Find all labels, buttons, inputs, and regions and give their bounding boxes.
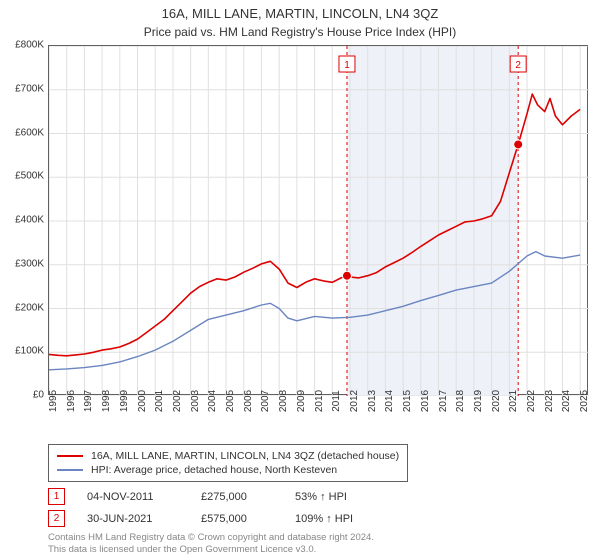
x-tick-label: 2025 (579, 390, 590, 412)
sale-badge-1: 1 (48, 488, 65, 505)
y-tick-label: £400K (15, 215, 44, 226)
chart-title-line2: Price paid vs. HM Land Registry's House … (0, 21, 600, 45)
x-tick-label: 2011 (331, 390, 342, 412)
legend-swatch-2 (57, 469, 83, 471)
sale-row-2: 2 30-JUN-2021 £575,000 109% ↑ HPI (48, 510, 353, 527)
plot-svg: 12 (49, 46, 589, 396)
x-tick-label: 2013 (367, 390, 378, 412)
x-tick-label: 2009 (296, 390, 307, 412)
x-tick-label: 2021 (508, 390, 519, 412)
sale-price-2: £575,000 (201, 513, 273, 525)
svg-text:2: 2 (515, 60, 521, 71)
chart-title-line1: 16A, MILL LANE, MARTIN, LINCOLN, LN4 3QZ (0, 0, 600, 21)
footer-line-1: Contains HM Land Registry data © Crown c… (48, 532, 374, 544)
x-tick-label: 2010 (314, 390, 325, 412)
x-tick-label: 1997 (83, 390, 94, 412)
x-tick-label: 2017 (438, 390, 449, 412)
legend-label-1: 16A, MILL LANE, MARTIN, LINCOLN, LN4 3QZ… (91, 450, 399, 462)
sale-delta-1: 53% ↑ HPI (295, 491, 347, 503)
legend: 16A, MILL LANE, MARTIN, LINCOLN, LN4 3QZ… (48, 444, 408, 482)
y-tick-label: £800K (15, 40, 44, 51)
legend-row-1: 16A, MILL LANE, MARTIN, LINCOLN, LN4 3QZ… (57, 449, 399, 463)
x-tick-label: 2000 (137, 390, 148, 412)
sale-row-1: 1 04-NOV-2011 £275,000 53% ↑ HPI (48, 488, 347, 505)
x-tick-label: 2018 (455, 390, 466, 412)
x-tick-label: 2024 (561, 390, 572, 412)
sale-badge-2: 2 (48, 510, 65, 527)
x-tick-label: 2005 (225, 390, 236, 412)
x-tick-label: 2020 (491, 390, 502, 412)
legend-swatch-1 (57, 455, 83, 457)
legend-label-2: HPI: Average price, detached house, Nort… (91, 464, 337, 476)
x-tick-label: 2022 (526, 390, 537, 412)
x-tick-label: 2004 (207, 390, 218, 412)
x-tick-label: 2001 (154, 390, 165, 412)
y-axis: £0£100K£200K£300K£400K£500K£600K£700K£80… (4, 45, 44, 395)
footer: Contains HM Land Registry data © Crown c… (48, 532, 374, 556)
y-tick-label: £0 (33, 390, 44, 401)
y-tick-label: £500K (15, 171, 44, 182)
x-tick-label: 2023 (544, 390, 555, 412)
y-tick-label: £600K (15, 127, 44, 138)
sale-date-1: 04-NOV-2011 (87, 491, 179, 503)
legend-row-2: HPI: Average price, detached house, Nort… (57, 463, 399, 477)
y-tick-label: £200K (15, 302, 44, 313)
x-tick-label: 1999 (119, 390, 130, 412)
x-tick-label: 2008 (278, 390, 289, 412)
y-tick-label: £700K (15, 83, 44, 94)
x-tick-label: 2002 (172, 390, 183, 412)
footer-line-2: This data is licensed under the Open Gov… (48, 544, 374, 556)
chart-container: 16A, MILL LANE, MARTIN, LINCOLN, LN4 3QZ… (0, 0, 600, 560)
sale-price-1: £275,000 (201, 491, 273, 503)
sale-date-2: 30-JUN-2021 (87, 513, 179, 525)
x-axis: 1995199619971998199920002001200220032004… (48, 397, 588, 437)
x-tick-label: 2019 (473, 390, 484, 412)
x-tick-label: 2016 (420, 390, 431, 412)
y-tick-label: £100K (15, 346, 44, 357)
x-tick-label: 2003 (190, 390, 201, 412)
x-tick-label: 2007 (260, 390, 271, 412)
x-tick-label: 1996 (66, 390, 77, 412)
y-tick-label: £300K (15, 258, 44, 269)
sale-delta-2: 109% ↑ HPI (295, 513, 353, 525)
x-tick-label: 2015 (402, 390, 413, 412)
x-tick-label: 1998 (101, 390, 112, 412)
x-tick-label: 2012 (349, 390, 360, 412)
svg-text:1: 1 (344, 60, 350, 71)
x-tick-label: 2014 (384, 390, 395, 412)
x-tick-label: 2006 (243, 390, 254, 412)
plot-area: 12 (48, 45, 588, 395)
x-tick-label: 1995 (48, 390, 59, 412)
chart-area: £0£100K£200K£300K£400K£500K£600K£700K£80… (48, 45, 588, 395)
